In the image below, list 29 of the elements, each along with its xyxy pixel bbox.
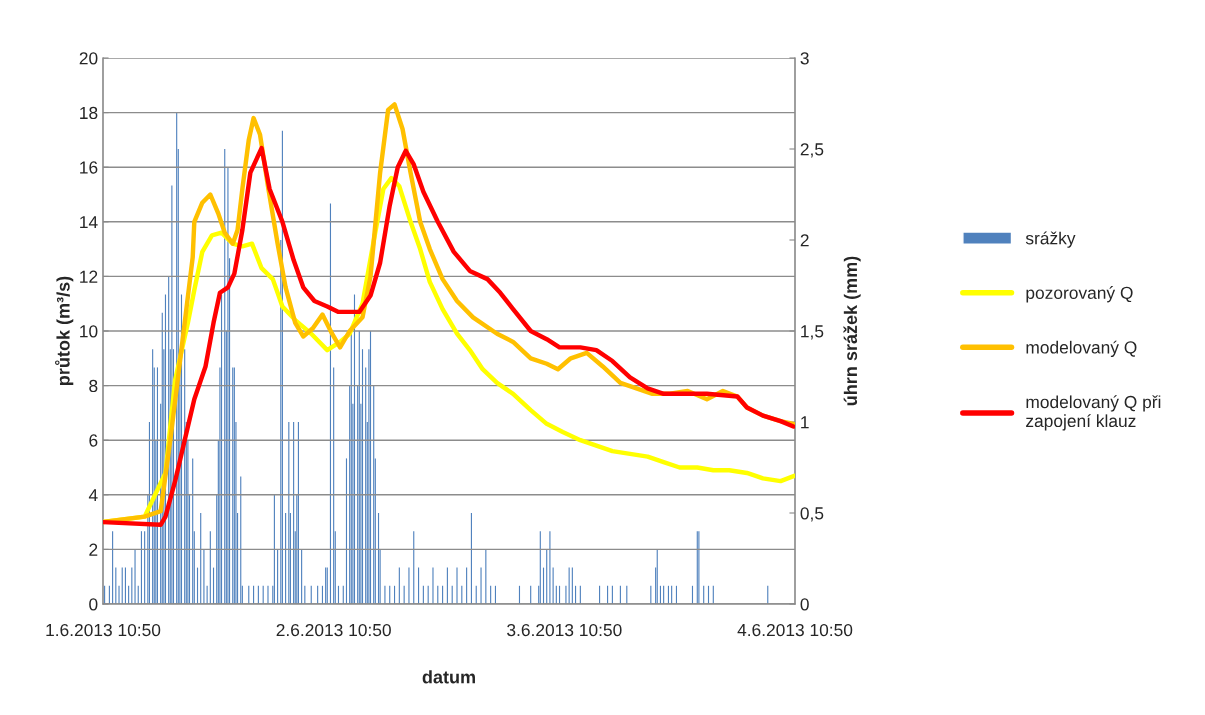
y-tick-label: 16 [80, 161, 98, 174]
y-tick-label: 12 [80, 270, 98, 283]
y2-tick-label: 1,5 [801, 325, 824, 340]
x-tick-label: 2.6.2013 10:50 [276, 623, 391, 637]
y-tick-label: 10 [80, 325, 98, 338]
y2-tick-label: 2,5 [800, 143, 824, 158]
x-tick-label: 4.6.2013 10:50 [737, 623, 853, 637]
y-tick-label: 18 [80, 106, 98, 120]
legend-label: srážky [1025, 231, 1076, 248]
legend-label: modelovaný Q [1026, 340, 1137, 358]
y-axis-title: průtok (m³/s) [55, 276, 74, 385]
legend-label: pozorovaný Q [1026, 286, 1133, 303]
y2-axis-title: úhrn srážek (mm) [843, 256, 861, 406]
y2-tick-label: 1 [801, 416, 809, 429]
y-tick-label: 8 [89, 379, 98, 393]
y-tick-label: 4 [88, 489, 98, 502]
y-tick-label: 14 [80, 216, 98, 229]
y-tick-label: 0 [89, 598, 98, 611]
y2-tick-label: 0,5 [800, 507, 824, 522]
y2-tick-label: 3 [800, 52, 809, 65]
x-tick-label: 3.6.2013 10:50 [507, 623, 622, 637]
legend-label: modelovaný Q při zapojení klauz [1026, 395, 1161, 431]
y-tick-label: 6 [89, 434, 98, 447]
y-tick-label: 20 [79, 52, 98, 65]
y2-tick-label: 2 [800, 234, 809, 247]
y-tick-label: 2 [89, 543, 98, 556]
x-axis-title: datum [422, 670, 475, 684]
x-tick-label: 1.6.2013 10:50 [46, 623, 161, 637]
y2-tick-label: 0 [800, 598, 809, 611]
